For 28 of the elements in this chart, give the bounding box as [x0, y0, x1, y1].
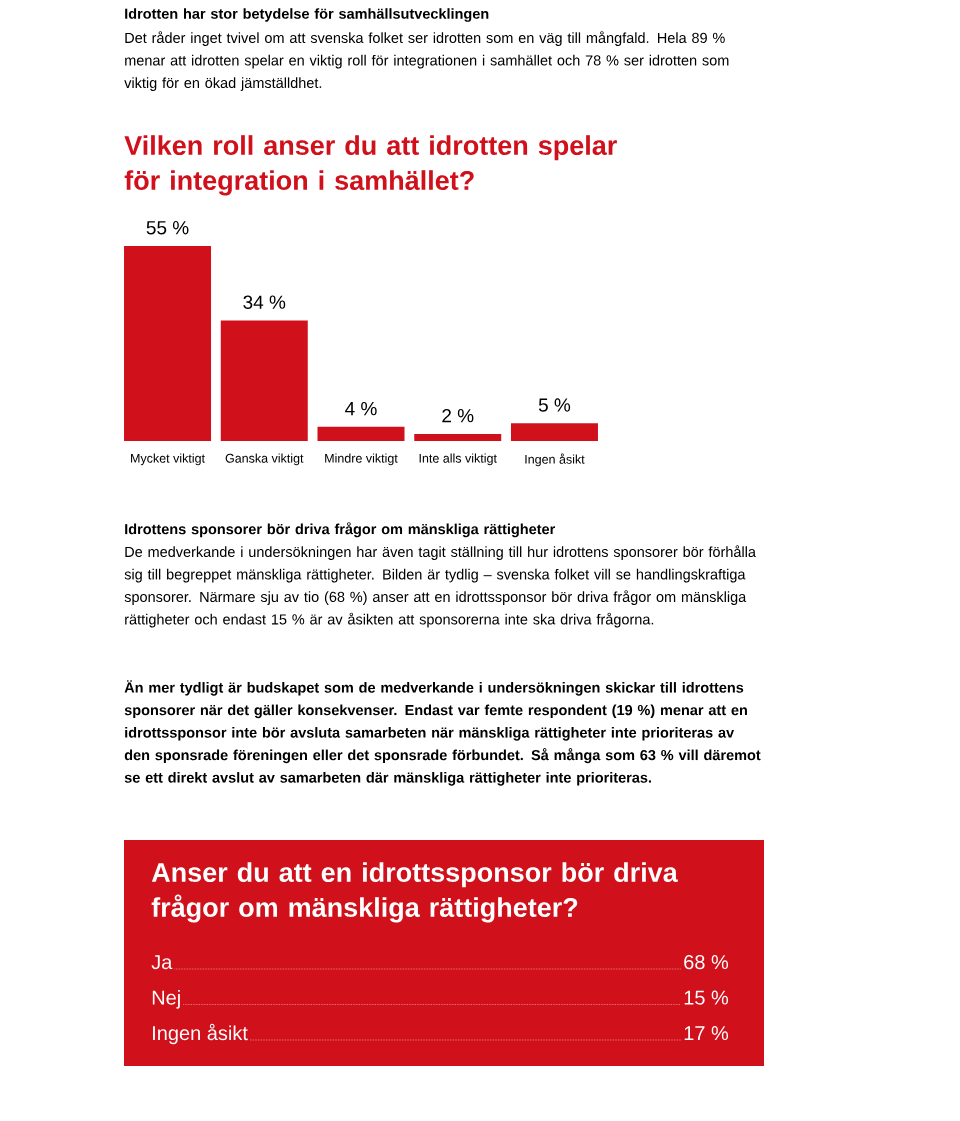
data-label: 4 %: [345, 401, 377, 416]
data-label: 55 %: [146, 221, 189, 235]
text: Än mer tydligt är budskapet som de medverkande i undersökningen skickar till idrottens sponsorer när det gäller konsekvenser. Endast var femte respondent (19 %) menar att en idrottssponsor inte bör avsluta samarbeten när mänskliga rättigheter inte prioriteras av den sponsrade föreningen eller det sponsrade förbundet. Så många som 63 % vill däremot se ett direkt avslut av samarbeten där mänskliga rättigheter inte prioriteras.: [124, 680, 761, 786]
x-tick-label: Ganska viktigt: [225, 453, 304, 466]
text: Idrotten har stor betydelse för samhällsutvecklingen: [125, 8, 489, 22]
text: Anser du att en idrottssponsor bör driva frågor om mänskliga rättigheter?: [151, 862, 678, 923]
bar: [317, 426, 405, 441]
category-label: Nej: [152, 990, 180, 1009]
chart-title: Vilken roll anser du att idrotten spelar för integration i samhället?: [124, 135, 617, 196]
category-label: Ja: [151, 955, 173, 970]
bar: [414, 433, 502, 441]
bar: [124, 245, 212, 441]
data-label: 17 %: [684, 1026, 729, 1041]
bar: [510, 423, 598, 441]
text: De medverkande i undersökningen har även tagit ställning till hur idrottens sponsorer bör förhålla sig till begreppet mänskliga rättigheter. Bilden är tydlig – svenska folket vill se handlingskraftiga sponsorer. Närmare sju av tio (68 %) anser att en idrottssponsor bör driva frågor om mänskliga rättigheter och endast 15 % är av åsikten att sponsorerna inte ska driva frågorna.: [124, 545, 756, 628]
data-label: 68 %: [684, 955, 729, 970]
text: Idrottens sponsorer bör driva frågor om mänskliga rättigheter: [125, 522, 556, 538]
text: Det råder inget tvivel om att svenska folket ser idrotten som en väg till mångfald. Hela 89 % menar att idrotten spelar en viktig roll för integrationen i samhället och 78 % ser idrotten som viktig för en ökad jämställdhet.: [124, 31, 729, 91]
data-label: 34 %: [243, 295, 286, 309]
x-tick-label: Inte alls viktigt: [419, 453, 497, 466]
x-tick-label: Mycket viktigt: [131, 453, 205, 466]
x-tick-label: Mindre viktigt: [325, 453, 398, 466]
category-label: Ingen åsikt: [153, 1023, 248, 1045]
data-label: 5 %: [538, 398, 571, 412]
data-label: 2 %: [442, 408, 474, 423]
bar: [220, 320, 308, 441]
data-label: 15 %: [684, 990, 729, 1005]
x-tick-label: Ingen åsikt: [525, 453, 585, 467]
